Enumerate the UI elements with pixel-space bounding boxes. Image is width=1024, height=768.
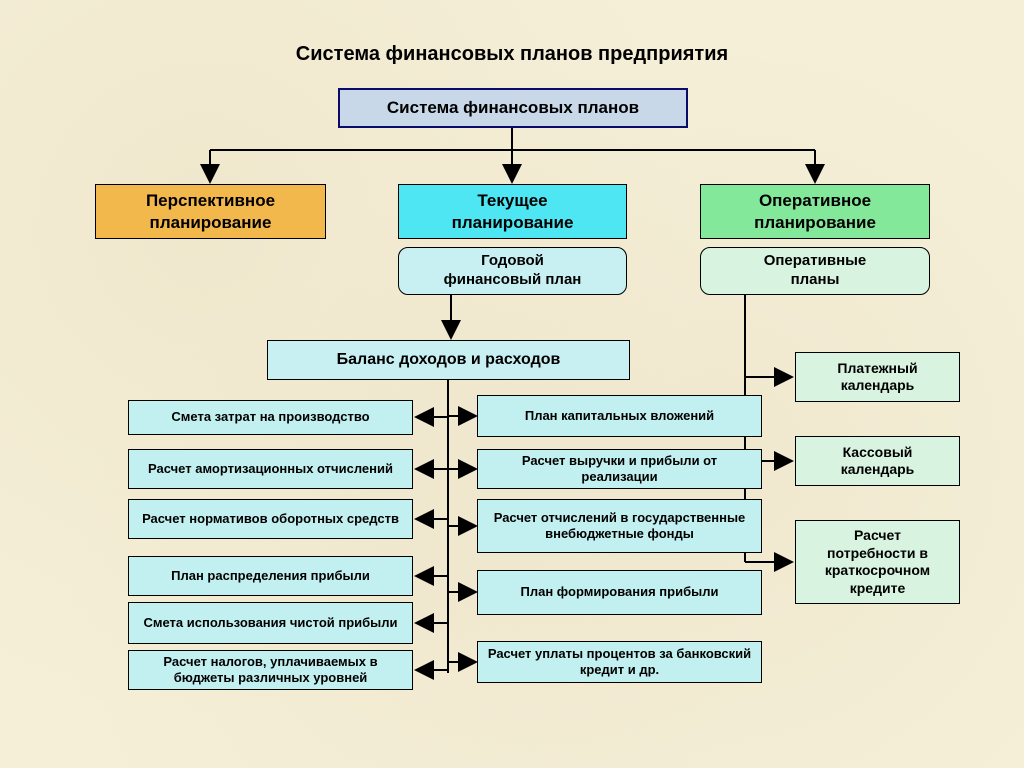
branch-operative-label: Оперативное планирование <box>754 190 876 233</box>
page-title: Система финансовых планов предприятия <box>0 38 1024 71</box>
balance-left-item-label: Смета использования чистой прибыли <box>143 615 397 631</box>
operative-item: Платежный календарь <box>795 352 960 402</box>
balance-left-item: План распределения прибыли <box>128 556 413 596</box>
branch-current: Текущее планирование <box>398 184 627 239</box>
balance-left-item: Смета использования чистой прибыли <box>128 602 413 644</box>
balance-right-item: Расчет уплаты процентов за банковский кр… <box>477 641 762 683</box>
root-label: Система финансовых планов <box>387 97 639 118</box>
balance-right-item-label: Расчет выручки и прибыли от реализации <box>486 453 753 486</box>
balance-left-item: Расчет амортизационных отчислений <box>128 449 413 489</box>
balance-right-item: Расчет отчислений в государственные внеб… <box>477 499 762 553</box>
balance-label: Баланс доходов и расходов <box>337 350 561 370</box>
branch-current-label: Текущее планирование <box>452 190 574 233</box>
balance-left-item-label: Расчет нормативов оборотных средств <box>142 511 399 527</box>
balance-box: Баланс доходов и расходов <box>267 340 630 380</box>
balance-left-item-label: Расчет налогов, уплачиваемых в бюджеты р… <box>137 654 404 687</box>
title-text: Система финансовых планов предприятия <box>296 42 728 67</box>
balance-right-item-label: Расчет уплаты процентов за банковский кр… <box>486 646 753 679</box>
operative-plans-label: Оперативные планы <box>764 252 867 290</box>
branch-operative: Оперативное планирование <box>700 184 930 239</box>
operative-item: Кассовый календарь <box>795 436 960 486</box>
balance-right-item-label: Расчет отчислений в государственные внеб… <box>486 510 753 543</box>
balance-left-item-label: Расчет амортизационных отчислений <box>148 461 393 477</box>
annual-plan-box: Годовой финансовый план <box>398 247 627 295</box>
balance-right-item: План формирования прибыли <box>477 570 762 615</box>
balance-left-item-label: Смета затрат на производство <box>171 409 369 425</box>
balance-right-item-label: План формирования прибыли <box>521 584 719 600</box>
balance-right-item: Расчет выручки и прибыли от реализации <box>477 449 762 489</box>
operative-item-label: Кассовый календарь <box>841 444 915 479</box>
operative-item-label: Платежный календарь <box>837 360 917 395</box>
balance-right-item: План капитальных вложений <box>477 395 762 437</box>
balance-right-item-label: План капитальных вложений <box>525 408 714 424</box>
balance-left-item: Расчет налогов, уплачиваемых в бюджеты р… <box>128 650 413 690</box>
operative-item-label: Расчет потребности в краткосрочном креди… <box>825 527 930 597</box>
balance-left-item-label: План распределения прибыли <box>171 568 370 584</box>
branch-perspective: Перспективное планирование <box>95 184 326 239</box>
operative-item: Расчет потребности в краткосрочном креди… <box>795 520 960 604</box>
balance-left-item: Расчет нормативов оборотных средств <box>128 499 413 539</box>
balance-left-item: Смета затрат на производство <box>128 400 413 435</box>
operative-plans-box: Оперативные планы <box>700 247 930 295</box>
branch-perspective-label: Перспективное планирование <box>146 190 275 233</box>
root-box: Система финансовых планов <box>338 88 688 128</box>
annual-plan-label: Годовой финансовый план <box>444 252 582 290</box>
